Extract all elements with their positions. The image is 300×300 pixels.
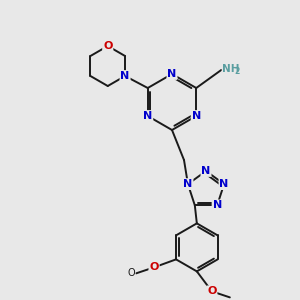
Text: O: O xyxy=(103,41,112,51)
Text: O: O xyxy=(149,262,159,272)
Text: N: N xyxy=(192,111,201,121)
Text: N: N xyxy=(212,200,222,210)
Text: N: N xyxy=(201,166,211,176)
Text: 2: 2 xyxy=(235,68,240,76)
Text: N: N xyxy=(167,69,177,79)
Text: N: N xyxy=(183,179,193,189)
Text: N: N xyxy=(143,111,152,121)
Text: O: O xyxy=(207,286,217,296)
Text: N: N xyxy=(219,179,229,189)
Text: O: O xyxy=(128,268,135,278)
Text: NH: NH xyxy=(222,64,240,74)
Text: N: N xyxy=(120,71,130,81)
